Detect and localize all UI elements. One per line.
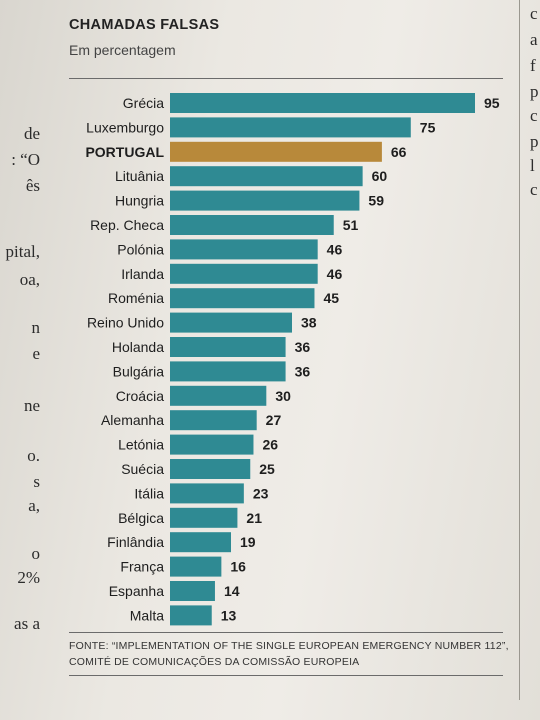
category-label: Reino Unido — [87, 315, 164, 331]
bar — [170, 556, 222, 577]
category-label: Alemanha — [101, 412, 164, 428]
value-label: 36 — [295, 339, 311, 355]
bar — [170, 483, 244, 504]
source-note: FONTE: “IMPLEMENTATION OF THE SINGLE EUR… — [69, 640, 509, 668]
right-margin-fragment: c — [530, 180, 538, 199]
right-margin-fragment: p — [530, 82, 539, 101]
category-label: França — [120, 559, 164, 575]
value-label: 14 — [224, 583, 240, 599]
category-label: Polónia — [117, 241, 164, 257]
value-label: 19 — [240, 534, 256, 550]
value-label: 46 — [327, 266, 343, 282]
bar — [170, 434, 254, 455]
bar — [170, 459, 251, 479]
value-label: 13 — [221, 607, 237, 623]
category-label: Malta — [130, 607, 164, 623]
left-margin-fragment: a, — [28, 496, 40, 515]
bottom-rule — [69, 675, 503, 676]
value-label: 51 — [343, 217, 359, 233]
category-label: Rep. Checa — [90, 217, 164, 233]
category-label: Holanda — [112, 339, 164, 355]
category-label: Lituânia — [115, 168, 164, 184]
left-margin-fragment: : “O — [11, 150, 40, 169]
left-margin-fragment: ês — [25, 176, 40, 195]
bar — [170, 337, 286, 357]
bar — [170, 507, 238, 528]
left-margin-fragment: o — [31, 544, 41, 563]
value-label: 36 — [295, 363, 311, 379]
left-margin-fragment: as a — [14, 614, 40, 633]
bar — [170, 93, 475, 113]
bar — [170, 361, 286, 382]
bar — [170, 581, 215, 601]
category-label: Hungria — [115, 193, 164, 209]
left-margin-fragment: pital, — [5, 242, 40, 261]
value-label: 38 — [301, 315, 317, 331]
bar — [170, 239, 318, 260]
bar — [170, 385, 267, 406]
category-label: Bélgica — [118, 510, 164, 526]
value-label: 46 — [327, 241, 343, 257]
category-label: Itália — [134, 485, 164, 501]
left-margin-fragment: ne — [23, 396, 40, 415]
value-label: 27 — [266, 412, 282, 428]
left-margin-fragment: 2% — [17, 568, 40, 587]
left-margin-fragment: oa, — [19, 270, 40, 289]
value-label: 59 — [368, 193, 384, 209]
value-label: 75 — [420, 119, 436, 135]
left-margin-fragment: n — [31, 318, 41, 337]
category-label: PORTUGAL — [85, 144, 164, 160]
category-label: Letónia — [118, 437, 164, 453]
bar — [170, 288, 315, 309]
bar — [170, 410, 257, 431]
bar — [170, 166, 363, 187]
left-margin-fragment: de — [23, 124, 40, 143]
bar — [170, 190, 360, 211]
chart-subtitle: Em percentagem — [69, 42, 176, 58]
bar — [170, 215, 334, 235]
column-divider — [519, 0, 520, 700]
right-margin-fragment: c — [530, 4, 538, 23]
value-label: 66 — [391, 144, 407, 160]
category-label: Croácia — [116, 388, 164, 404]
bar — [170, 141, 382, 162]
value-label: 30 — [275, 388, 291, 404]
right-margin-fragment: f — [530, 56, 536, 75]
right-margin-fragment: c — [530, 106, 538, 125]
category-label: Roménia — [108, 290, 164, 306]
category-label: Luxemburgo — [86, 119, 164, 135]
source-rule — [69, 632, 503, 633]
category-label: Suécia — [121, 461, 164, 477]
chart-title: CHAMADAS FALSAS — [69, 17, 220, 33]
value-label: 95 — [484, 95, 500, 111]
value-label: 25 — [259, 461, 275, 477]
right-margin-fragment: p — [530, 132, 539, 151]
category-label: Irlanda — [121, 266, 164, 282]
category-label: Bulgária — [113, 363, 165, 379]
category-label: Espanha — [109, 583, 164, 599]
value-label: 26 — [262, 437, 278, 453]
right-margin-fragment: l — [530, 156, 535, 175]
bar — [170, 117, 411, 138]
category-label: Finlândia — [107, 534, 164, 550]
value-label: 45 — [323, 290, 339, 306]
left-margin-fragment: e — [32, 344, 40, 363]
value-label: 21 — [246, 510, 262, 526]
left-margin-fragment: o. — [27, 446, 40, 465]
value-label: 60 — [372, 168, 388, 184]
value-label: 16 — [230, 559, 246, 575]
right-margin-fragment: a — [530, 30, 538, 49]
bar — [170, 312, 292, 333]
top-rule — [69, 78, 503, 79]
bar — [170, 263, 318, 284]
value-label: 23 — [253, 485, 269, 501]
bar — [170, 532, 231, 553]
category-label: Grécia — [123, 95, 164, 111]
left-margin-fragment: s — [33, 472, 40, 491]
bar — [170, 605, 212, 626]
